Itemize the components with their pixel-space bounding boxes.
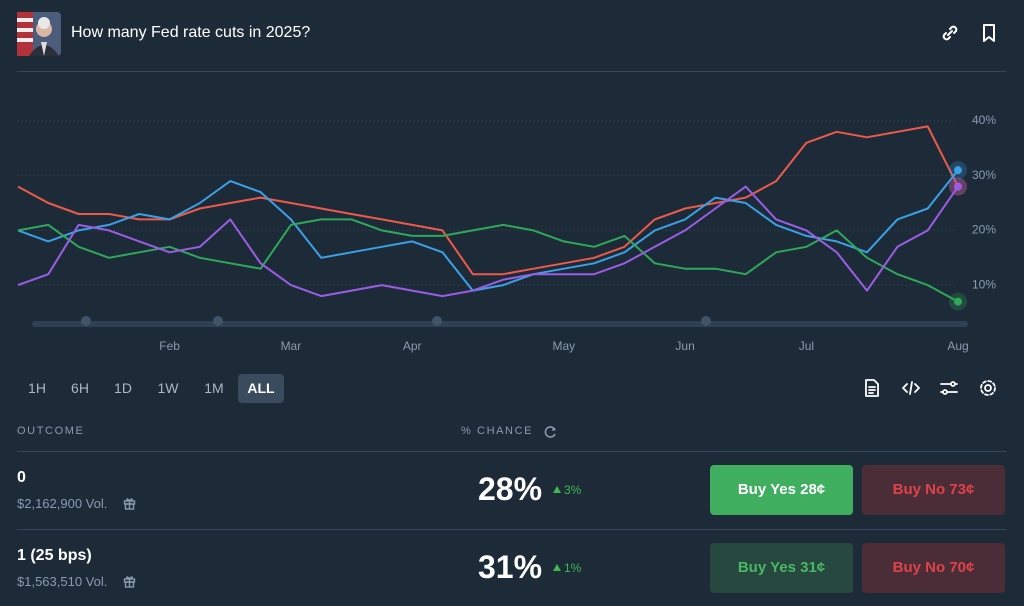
range-button[interactable]: 1D xyxy=(114,380,132,396)
x-tick-label: May xyxy=(552,339,575,353)
range-button[interactable]: 1W xyxy=(157,380,179,396)
series-line xyxy=(17,185,959,298)
buy-yes-button[interactable]: Buy Yes 28¢ xyxy=(710,465,853,515)
market-avatar xyxy=(17,12,61,56)
buy-no-button[interactable]: Buy No 73¢ xyxy=(862,465,1005,515)
y-tick-label: 40% xyxy=(972,113,996,127)
scrubber-dot xyxy=(432,316,442,326)
embed-icon[interactable] xyxy=(902,381,920,395)
range-button[interactable]: 1M xyxy=(204,380,224,396)
series-end-dot xyxy=(954,297,962,306)
series-end-dot xyxy=(954,182,962,191)
y-tick-label: 20% xyxy=(972,223,996,237)
scrubber-dot xyxy=(81,316,91,326)
refresh-icon[interactable] xyxy=(544,425,558,439)
range-button[interactable]: 6H xyxy=(71,380,89,396)
x-tick-label: Jun xyxy=(675,339,694,353)
y-tick-label: 30% xyxy=(972,168,996,182)
divider xyxy=(17,529,1006,530)
scrubber-dot xyxy=(701,316,711,326)
range-button[interactable]: ALL xyxy=(238,374,284,403)
series-end-dot xyxy=(954,166,962,175)
series-line xyxy=(17,218,959,303)
x-tick-label: Aug xyxy=(947,339,968,353)
column-header: OUTCOME xyxy=(17,425,85,437)
outcome-chance: 31% xyxy=(477,549,543,585)
gift-icon xyxy=(123,498,136,510)
series-line xyxy=(17,169,959,292)
x-tick-label: Apr xyxy=(403,339,422,353)
divider xyxy=(17,451,1006,452)
buy-no-button[interactable]: Buy No 70¢ xyxy=(862,543,1005,593)
outcome-chance: 28% xyxy=(477,471,543,507)
link-icon[interactable] xyxy=(940,23,960,43)
doc-icon[interactable] xyxy=(865,379,879,397)
x-tick-label: Mar xyxy=(281,339,302,353)
outcome-change: 1% xyxy=(564,561,582,575)
series-line xyxy=(17,125,959,276)
x-tick-label: Jul xyxy=(799,339,814,353)
range-button[interactable]: 1H xyxy=(28,380,46,396)
column-header: % CHANCE xyxy=(461,425,534,437)
bookmark-icon[interactable] xyxy=(979,23,999,43)
divider xyxy=(17,71,1006,72)
scrubber-dot xyxy=(213,316,223,326)
outcome-volume: $1,563,510 Vol. xyxy=(17,574,108,589)
outcome-volume: $2,162,900 Vol. xyxy=(17,496,108,511)
outcome-change: 3% xyxy=(564,483,582,497)
chart-tools xyxy=(865,379,996,397)
y-tick-label: 10% xyxy=(972,277,996,291)
market-title: How many Fed rate cuts in 2025? xyxy=(71,24,311,41)
x-tick-label: Feb xyxy=(159,339,180,353)
settings-icon[interactable] xyxy=(984,384,992,392)
buy-yes-button[interactable]: Buy Yes 31¢ xyxy=(710,543,853,593)
price-chart: 10% 20% 30% 40% Feb Mar Apr May Jun Jul Aug xyxy=(17,113,996,353)
outcome-name: 1 (25 bps) xyxy=(17,547,92,564)
gift-icon xyxy=(123,576,136,588)
change-up-icon xyxy=(553,564,561,571)
change-up-icon xyxy=(553,486,561,493)
outcome-name: 0 xyxy=(17,469,26,486)
